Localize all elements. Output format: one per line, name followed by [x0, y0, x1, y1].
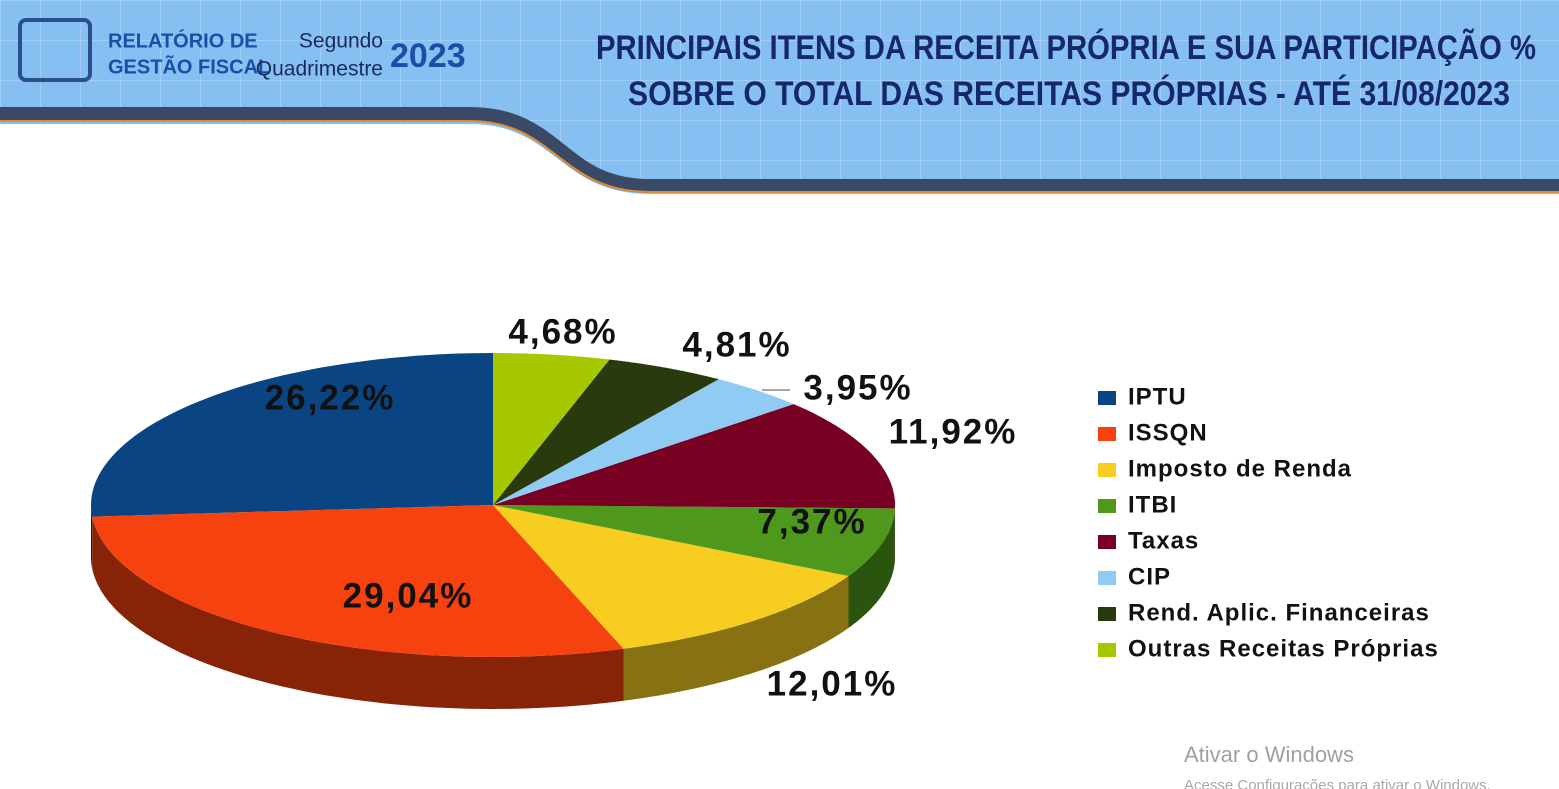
legend-label: IPTU [1128, 383, 1187, 410]
slice [91, 353, 493, 517]
legend-swatch [1098, 643, 1116, 657]
year: 2023 [390, 37, 466, 75]
slice-side [623, 576, 849, 701]
data-label: 11,92% [889, 412, 1018, 451]
legend-swatch [1098, 463, 1116, 477]
legend-label: Outras Receitas Próprias [1128, 635, 1439, 662]
legend-label: ITBI [1128, 491, 1177, 518]
legend-swatch [1098, 499, 1116, 513]
data-label: 7,37% [757, 502, 866, 541]
legend-swatch [1098, 391, 1116, 405]
legend-label: ISSQN [1128, 419, 1208, 446]
data-label: 3,95% [803, 368, 912, 407]
legend-swatch [1098, 427, 1116, 441]
slice [493, 505, 895, 576]
header-accent [0, 120, 1559, 193]
period-text: Quadrimestre [256, 58, 383, 81]
logo-text: GESTÃO FISCAL [108, 55, 270, 78]
slice [92, 505, 624, 657]
legend-swatch [1098, 607, 1116, 621]
data-label: 4,68% [508, 312, 617, 351]
watermark-text: Acesse Configurações para ativar o Windo… [1184, 777, 1491, 789]
legend: IPTU ISSQN Imposto de Renda ITBI Taxas CIP Ren… [1098, 383, 1439, 662]
legend-swatch [1098, 535, 1116, 549]
data-label: 26,22% [265, 378, 396, 417]
legend-label: Taxas [1128, 527, 1199, 554]
slice [493, 379, 794, 505]
legend-swatch [1098, 571, 1116, 585]
period-text: Segundo [299, 30, 383, 53]
legend-label: Rend. Aplic. Financeiras [1128, 599, 1430, 626]
data-label: 4,81% [682, 325, 791, 364]
slice [493, 404, 895, 509]
slice-side [91, 505, 93, 569]
logo-icon [18, 18, 92, 82]
legend-label: Imposto de Renda [1128, 455, 1352, 482]
slice [493, 505, 849, 649]
slice-side [92, 516, 624, 709]
watermark-title: Ativar o Windows [1184, 742, 1354, 767]
slice-side [848, 508, 895, 628]
logo-text: RELATÓRIO DE [108, 28, 258, 52]
legend-label: CIP [1128, 563, 1171, 590]
data-label: 29,04% [343, 576, 474, 615]
chart-title: SOBRE O TOTAL DAS RECEITAS PRÓPRIAS - AT… [628, 75, 1510, 113]
pie: 26,22% 29,04% 12,01% 7,37% 11,92% 3,95% 4,81% 4… [91, 312, 1018, 709]
chart-title: PRINCIPAIS ITENS DA RECEITA PRÓPRIA E SU… [596, 29, 1536, 67]
slice [493, 353, 610, 505]
header-border [0, 107, 1559, 193]
slice [493, 359, 719, 505]
data-label: 12,01% [767, 664, 898, 703]
